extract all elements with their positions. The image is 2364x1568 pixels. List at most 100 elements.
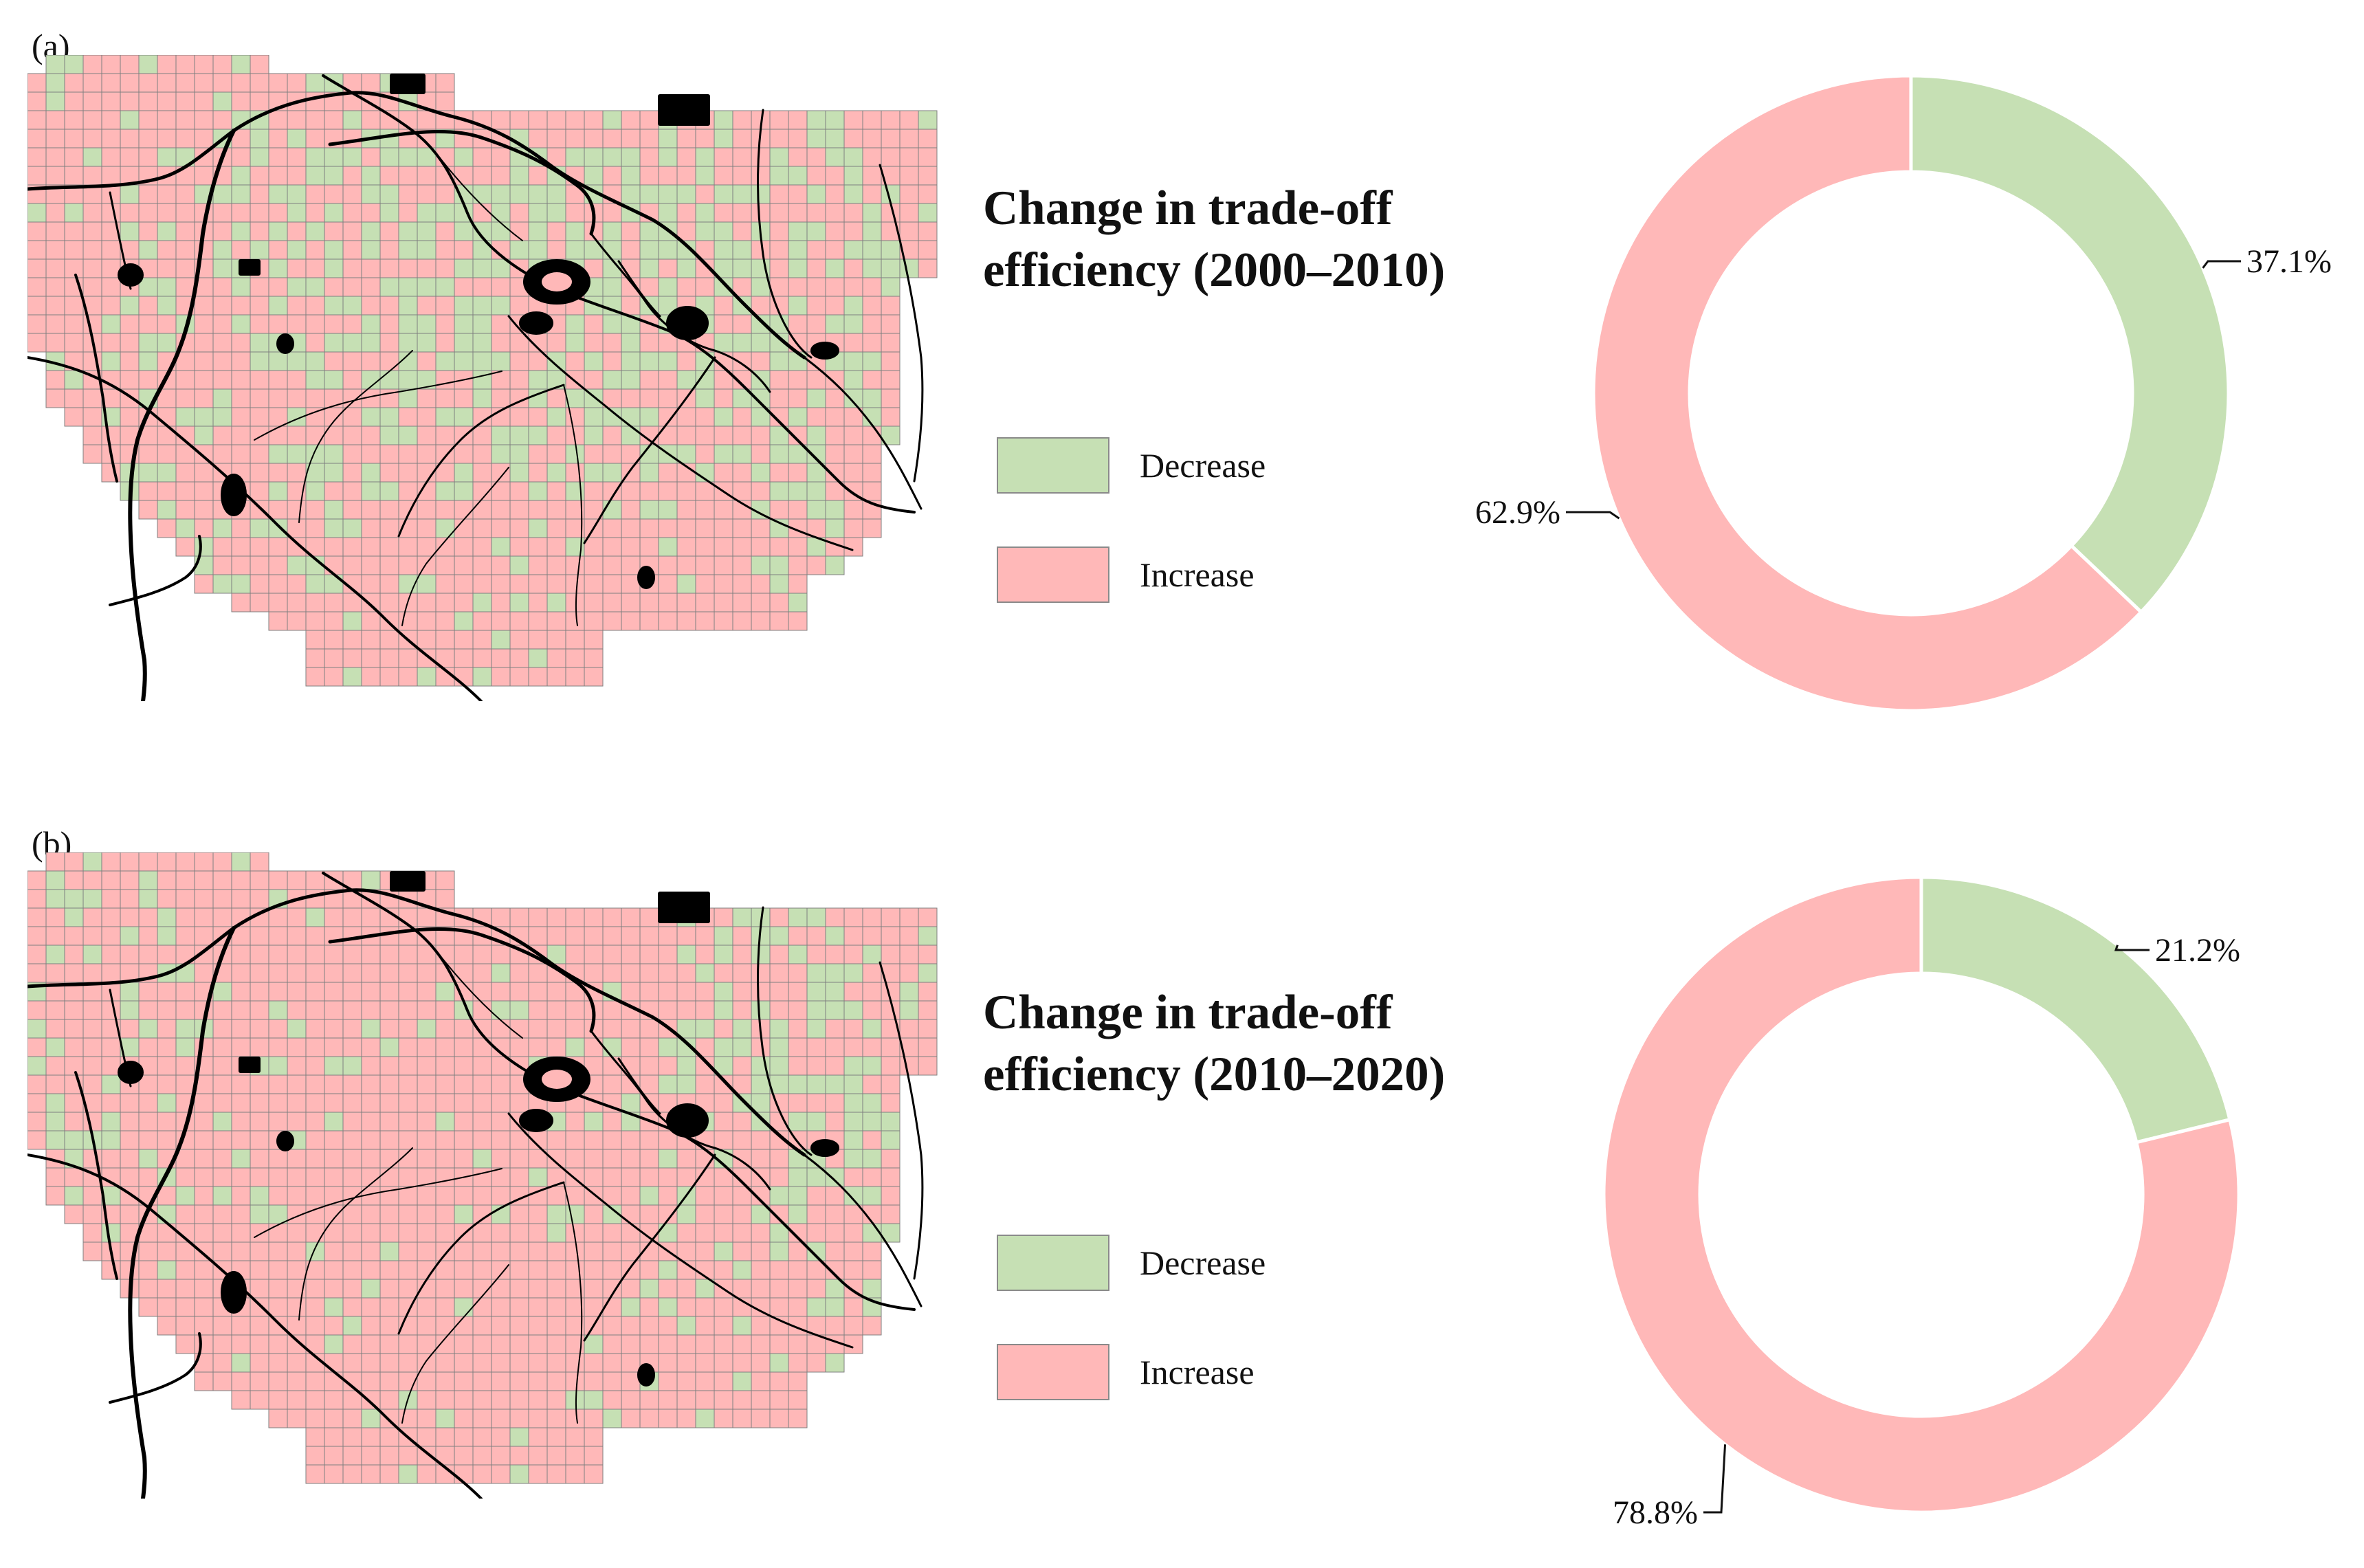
grid-cell (45, 945, 65, 964)
grid-cell (454, 630, 474, 650)
grid-cell (621, 221, 641, 241)
grid-cell (231, 1167, 251, 1187)
grid-cell (843, 1260, 863, 1280)
grid-cell (454, 1334, 474, 1354)
grid-cell (435, 1427, 455, 1447)
grid-cell (268, 1093, 288, 1113)
grid-cell (862, 907, 882, 927)
grid-cell (676, 945, 696, 964)
grid-cell (584, 1241, 604, 1261)
grid-cell (27, 1056, 47, 1076)
grid-cell (546, 982, 566, 1002)
grid-cell (45, 1056, 65, 1076)
grid-cell (491, 1353, 511, 1373)
grid-cell (658, 537, 678, 557)
grid-cell (268, 481, 288, 501)
grid-cell (528, 667, 548, 687)
grid-cell (82, 1037, 102, 1057)
grid-cell (138, 1112, 158, 1131)
grid-cell (843, 1186, 863, 1206)
grid-cell (621, 240, 641, 260)
grid-cell (250, 1112, 269, 1131)
grid-cell (881, 1149, 901, 1169)
grid-cell (454, 1204, 474, 1224)
grid-cell (305, 333, 325, 353)
grid-cell (676, 1390, 696, 1410)
grid-map (27, 55, 938, 701)
grid-cell (454, 333, 474, 353)
grid-cell (732, 1093, 752, 1113)
grid-cell (324, 258, 344, 278)
grid-cell (324, 537, 344, 557)
grid-cell (751, 574, 771, 594)
grid-cell (528, 982, 548, 1002)
grid-cell (584, 1353, 604, 1373)
grid-cell (509, 444, 529, 464)
grid-cell (546, 1167, 566, 1187)
grid-cell (769, 166, 789, 186)
grid-cell (639, 1037, 659, 1057)
grid-cell (138, 91, 158, 111)
grid-cell (881, 277, 901, 297)
grid-cell (435, 593, 455, 612)
grid-cell (695, 593, 715, 612)
grid-cell (806, 907, 826, 927)
grid-cell (64, 73, 84, 93)
grid-cell (45, 147, 65, 167)
grid-cell (602, 926, 622, 946)
grid-cell (398, 1204, 418, 1224)
grid-cell (843, 926, 863, 946)
grid-cell (788, 407, 808, 427)
grid-cell (361, 555, 381, 575)
grid-cell (45, 370, 65, 390)
grid-cell (101, 1223, 121, 1243)
grid-cell (324, 444, 344, 464)
grid-cell (305, 481, 325, 501)
grid-cell (528, 129, 548, 148)
grid-cell (175, 1316, 195, 1336)
grid-cell (287, 1353, 307, 1373)
grid-cell (676, 184, 696, 204)
grid-cell (379, 444, 399, 464)
grid-cell (231, 870, 251, 890)
grid-cell (361, 870, 381, 890)
grid-cell (250, 370, 269, 390)
grid-cell (639, 1409, 659, 1428)
grid-cell (472, 1149, 492, 1169)
grid-cell (250, 166, 269, 186)
grid-cell (120, 1130, 140, 1150)
grid-cell (324, 1371, 344, 1391)
grid-cell (806, 1093, 826, 1113)
grid-cell (417, 351, 437, 371)
river-line (617, 260, 661, 318)
grid-cell (732, 963, 752, 983)
grid-cell (806, 1204, 826, 1224)
grid-cell (491, 1186, 511, 1206)
grid-cell (82, 444, 102, 464)
leader-line-decrease (2202, 260, 2241, 269)
grid-cell (287, 1390, 307, 1410)
grid-cell (491, 351, 511, 371)
grid-cell (268, 1223, 288, 1243)
grid-cell (398, 184, 418, 204)
grid-cell (528, 407, 548, 427)
grid-cell (825, 166, 845, 186)
grid-cell (788, 1260, 808, 1280)
grid-cell (361, 1093, 381, 1113)
grid-cell (899, 963, 919, 983)
grid-cell (45, 1037, 65, 1057)
grid-cell (491, 555, 511, 575)
grid-cell (806, 555, 826, 575)
grid-cell (788, 481, 808, 501)
grid-cell (676, 1241, 696, 1261)
grid-cell (454, 1260, 474, 1280)
grid-cell (695, 221, 715, 241)
grid-cell (528, 555, 548, 575)
grid-cell (602, 611, 622, 631)
grid-cell (417, 1186, 437, 1206)
grid-cell (324, 1353, 344, 1373)
grid-cell (27, 129, 47, 148)
grid-cell (639, 1167, 659, 1187)
grid-cell (695, 1204, 715, 1224)
grid-cell (806, 1056, 826, 1076)
